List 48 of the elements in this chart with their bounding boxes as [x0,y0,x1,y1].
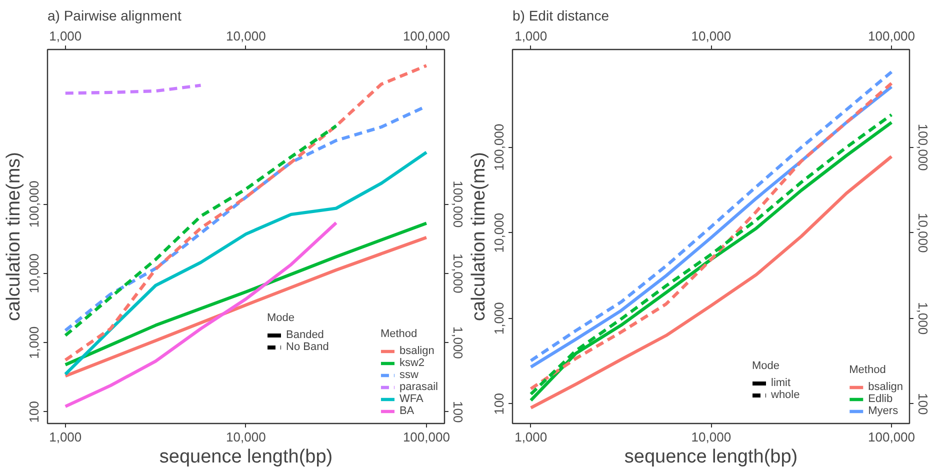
x-tick-label: 1,000 [514,28,548,44]
y-tick-label: 100,000 [26,180,42,228]
text: 10,000 [450,254,466,294]
text: 100,000 [450,180,466,228]
legend-label: parasail [399,381,438,393]
legend-label: bsalign [868,381,903,393]
text: 10,000 [916,212,930,253]
legend-label: ssw [399,369,420,381]
y-tick-label: 1,000 [492,302,506,335]
y-tick-label: 1,000 [26,326,42,359]
legend-title: Method [849,364,887,376]
legend-title: Method [380,328,418,340]
line-series [64,124,338,338]
chart-title: b) Edit distance [512,8,610,24]
legend-label: Edlib [868,393,893,405]
text: 100 [916,393,930,415]
x-axis-title: sequence length(bp) [159,446,333,468]
line-series [64,221,338,408]
y-axis-title: calculation time(ms) [4,152,24,321]
legend-label: bsalign [399,345,434,357]
chart-title: a) Pairwise alignment [48,8,182,24]
annotation: Banded [286,329,324,341]
annotation: whole [771,389,800,401]
y-axis-title: calculation time(ms) [468,152,490,321]
y-tick-label: 100 [492,393,506,415]
x-tick-label: 1,000 [49,430,82,444]
legend-label: BA [399,405,416,417]
x-tick-label: 10,000 [691,28,732,44]
text: 1,000 [450,326,466,359]
y-tick-label: 100,000 [492,124,506,171]
y-tick-label: 10,000 [26,254,42,294]
annotation: No Band [286,341,329,353]
y-tick-label: 10,000 [492,212,506,253]
legend-label: Myers [868,405,898,417]
text: 100 [450,401,466,423]
x-tick-label: 10,000 [226,430,266,444]
annotation: Mode [267,312,296,324]
x-tick-label: 100,000 [402,430,450,444]
y-tick-label: 100 [26,401,42,423]
annotation: Mode [752,360,781,372]
x-tick-label: 100,000 [868,28,916,44]
annotation: limit [771,377,791,389]
legend-label: WFA [399,393,424,405]
legend-label: ksw2 [399,357,425,369]
text: 100,000 [916,124,930,171]
line-series [64,84,202,95]
text: 1,000 [916,302,930,335]
x-axis-title: sequence length(bp) [624,446,798,468]
